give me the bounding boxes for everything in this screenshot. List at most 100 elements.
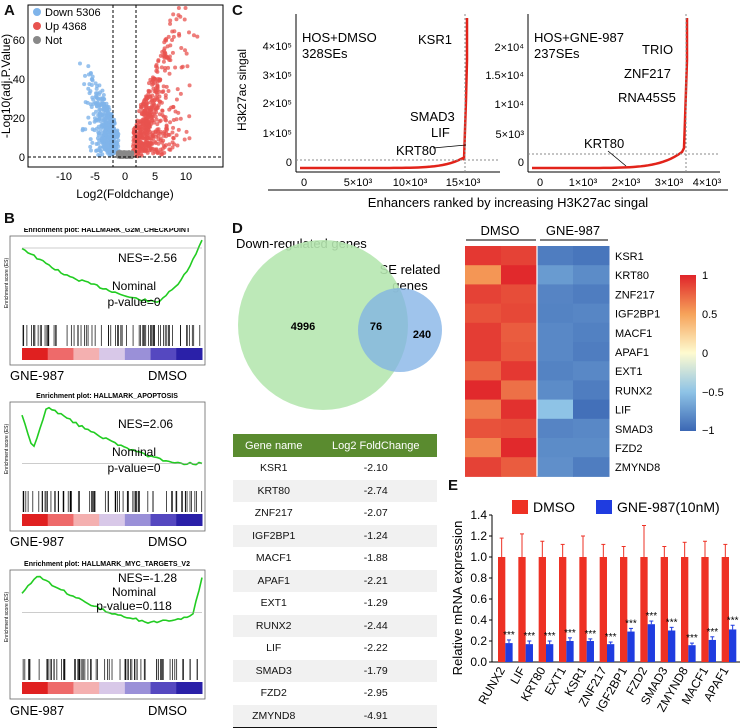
svg-text:KRT80: KRT80: [584, 136, 624, 151]
heatmap: DMSO GNE-987 KSR1 KRT80 ZNF217 IGF2BP1 MACF1…: [465, 223, 724, 477]
heatmap-cell: [501, 322, 538, 343]
heatmap-cell: [465, 361, 502, 381]
significance-mark: ***: [503, 630, 515, 641]
volcano-yticks: 0 20 40 60: [13, 35, 25, 164]
table-row: APAF1 -2.21: [233, 569, 437, 592]
foldchange-table: Gene name Log2 FoldChange KSR1 -2.10 KRT80…: [233, 434, 437, 728]
svg-text:10: 10: [180, 171, 192, 183]
heatmap-cell: [501, 246, 538, 266]
significance-mark: ***: [605, 632, 617, 643]
heatmap-gene-label: APAF1: [615, 347, 649, 359]
significance-mark: ***: [727, 615, 739, 626]
table-cell-gene: APAF1: [233, 569, 315, 592]
heatmap-cell: [573, 380, 610, 401]
table-row: KRT80 -2.74: [233, 479, 437, 502]
significance-mark: ***: [666, 617, 678, 628]
svg-text:2×10⁴: 2×10⁴: [494, 42, 524, 54]
heatmap-cell: [537, 342, 574, 362]
svg-text:1×10³: 1×10³: [569, 177, 598, 189]
bar-gne987: [627, 631, 635, 662]
bar-ytick: 0.8: [470, 571, 487, 585]
heatmap-cell: [537, 399, 574, 420]
svg-text:−1: −1: [702, 425, 715, 437]
volcano-points: [77, 6, 200, 159]
heatmap-cell: [537, 246, 574, 266]
heatmap-gene-label: IGF2BP1: [615, 309, 660, 321]
heatmap-gene-labels: KSR1 KRT80 ZNF217 IGF2BP1 MACF1 APAF1 EXT1 RUNX…: [615, 251, 660, 474]
svg-text:0: 0: [518, 157, 524, 169]
svg-text:60: 60: [13, 35, 25, 47]
significance-mark: ***: [686, 633, 698, 644]
heatmap-cell: [501, 418, 538, 439]
svg-text:2×10³: 2×10³: [612, 177, 641, 189]
svg-text:0.5: 0.5: [702, 309, 717, 321]
heatmap-cell: [537, 303, 574, 324]
significance-mark: ***: [544, 631, 556, 642]
heatmap-gene-label: MACF1: [615, 328, 652, 340]
svg-text:SMAD3: SMAD3: [410, 109, 455, 124]
bar-gne987: [586, 641, 594, 662]
bar-ytick: 1.4: [470, 508, 487, 522]
heatmap-cell: [573, 265, 610, 285]
bar-gne987: [728, 629, 737, 662]
heatmap-cell: [573, 284, 610, 305]
svg-text:5: 5: [152, 171, 158, 183]
svg-text:20: 20: [13, 113, 25, 125]
bar-gne987: [688, 645, 696, 662]
table-cell-gene: LIF: [266, 642, 282, 655]
heatmap-cell: [501, 342, 538, 362]
svg-text:0: 0: [301, 177, 307, 189]
svg-text:0: 0: [19, 152, 25, 164]
venn-circle-down: [238, 240, 408, 410]
heatmap-cell: [573, 303, 610, 324]
se-xlabel: Enhancers ranked by increasing H3K27ac s…: [368, 195, 649, 210]
table-cell-gene: EXT1: [260, 597, 287, 610]
table-cell-fc: -2.44: [314, 614, 437, 637]
heatmap-group-dmso: DMSO: [481, 223, 520, 238]
svg-text:ZNF217: ZNF217: [624, 66, 671, 81]
table-cell-fc: -2.95: [363, 687, 388, 700]
panel-label-e: E: [448, 477, 459, 494]
svg-text:5×10³: 5×10³: [344, 177, 373, 189]
bar-ylabel: Relative mRNA expression: [450, 521, 465, 676]
bar-dmso: [538, 557, 546, 662]
table-cell-fc: -2.22: [363, 642, 388, 655]
svg-text:3×10⁵: 3×10⁵: [263, 70, 292, 82]
heatmap-cell: [573, 438, 610, 458]
heatmap-cell: [501, 361, 538, 381]
svg-text:0: 0: [122, 171, 128, 183]
table-row: KSR1 -2.10: [233, 457, 437, 480]
table-cell-fc: -1.88: [363, 552, 388, 565]
heatmap-cell: [465, 265, 502, 285]
svg-text:KSR1: KSR1: [418, 32, 452, 47]
heatmap-cell: [573, 418, 610, 439]
bar-dmso: [721, 557, 729, 662]
svg-text:328SEs: 328SEs: [302, 46, 348, 61]
se-plot-dmso: 0 1×10⁵ 2×10⁵ 3×10⁵ 4×10⁵ 0 5×10³ 10×10³…: [263, 14, 500, 189]
bar-dmso: [640, 557, 648, 662]
heatmap-cell: [465, 399, 502, 420]
svg-text:2×10⁵: 2×10⁵: [263, 98, 292, 110]
table-row: FZD2 -2.95: [233, 682, 437, 705]
svg-text:HOS+DMSO: HOS+DMSO: [302, 30, 377, 45]
table-cell-fc: -2.21: [314, 569, 437, 592]
svg-text:Enrichment score (ES): Enrichment score (ES): [4, 258, 10, 309]
bar-gne987: [667, 630, 676, 662]
volcano-xticks: -10 -5 0 5 10: [56, 171, 192, 183]
bar-ytick: 0.0: [470, 655, 487, 669]
gsea-nes: NES=2.06: [118, 417, 173, 431]
bar-gne987: [606, 644, 615, 662]
heatmap-gene-label: KRT80: [615, 270, 649, 282]
legend-gne: GNE-987(10nM): [617, 499, 720, 515]
table-cell-fc: -1.79: [314, 659, 437, 682]
heatmap-gene-label: RUNX2: [615, 385, 652, 397]
heatmap-group-gne: GNE-987: [546, 223, 600, 238]
gsea-pvalue: p-value=0: [107, 461, 160, 475]
table-cell-gene: MACF1: [255, 552, 292, 565]
heatmap-cells: [465, 246, 610, 477]
heatmap-cell: [465, 246, 502, 266]
heatmap-cell: [501, 457, 538, 477]
significance-mark: ***: [564, 628, 576, 639]
svg-text:1×10⁴: 1×10⁴: [494, 99, 524, 111]
table-row: SMAD3 -1.79: [233, 659, 437, 682]
